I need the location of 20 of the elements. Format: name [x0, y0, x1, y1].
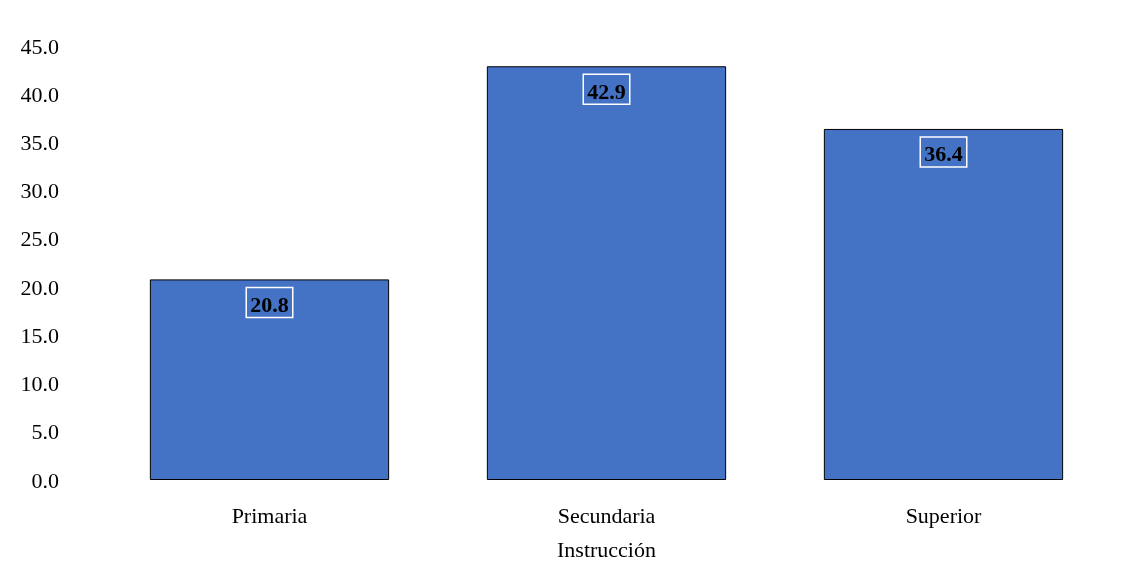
y-tick-label: 0.0 — [31, 467, 59, 493]
bar — [149, 279, 390, 480]
y-tick-label: 40.0 — [20, 81, 59, 107]
y-tick-label: 45.0 — [20, 33, 59, 59]
data-label: 36.4 — [924, 141, 963, 167]
x-tick-label: Primaria — [231, 502, 308, 528]
y-tick-label: 35.0 — [20, 129, 59, 155]
data-label: 42.9 — [587, 78, 626, 104]
y-tick-label: 5.0 — [31, 419, 59, 445]
y-tick-label: 20.0 — [20, 274, 59, 300]
y-tick-label: 25.0 — [20, 226, 59, 252]
y-tick-label: 15.0 — [20, 322, 59, 348]
x-axis-title: Instrucción — [557, 536, 656, 562]
data-label: 20.8 — [250, 291, 289, 317]
x-tick-label: Secundaria — [557, 502, 656, 528]
bar — [823, 128, 1064, 480]
y-tick-label: 10.0 — [20, 371, 59, 397]
bar — [486, 66, 727, 480]
x-tick-label: Superior — [905, 502, 983, 528]
y-tick-label: 30.0 — [20, 178, 59, 204]
